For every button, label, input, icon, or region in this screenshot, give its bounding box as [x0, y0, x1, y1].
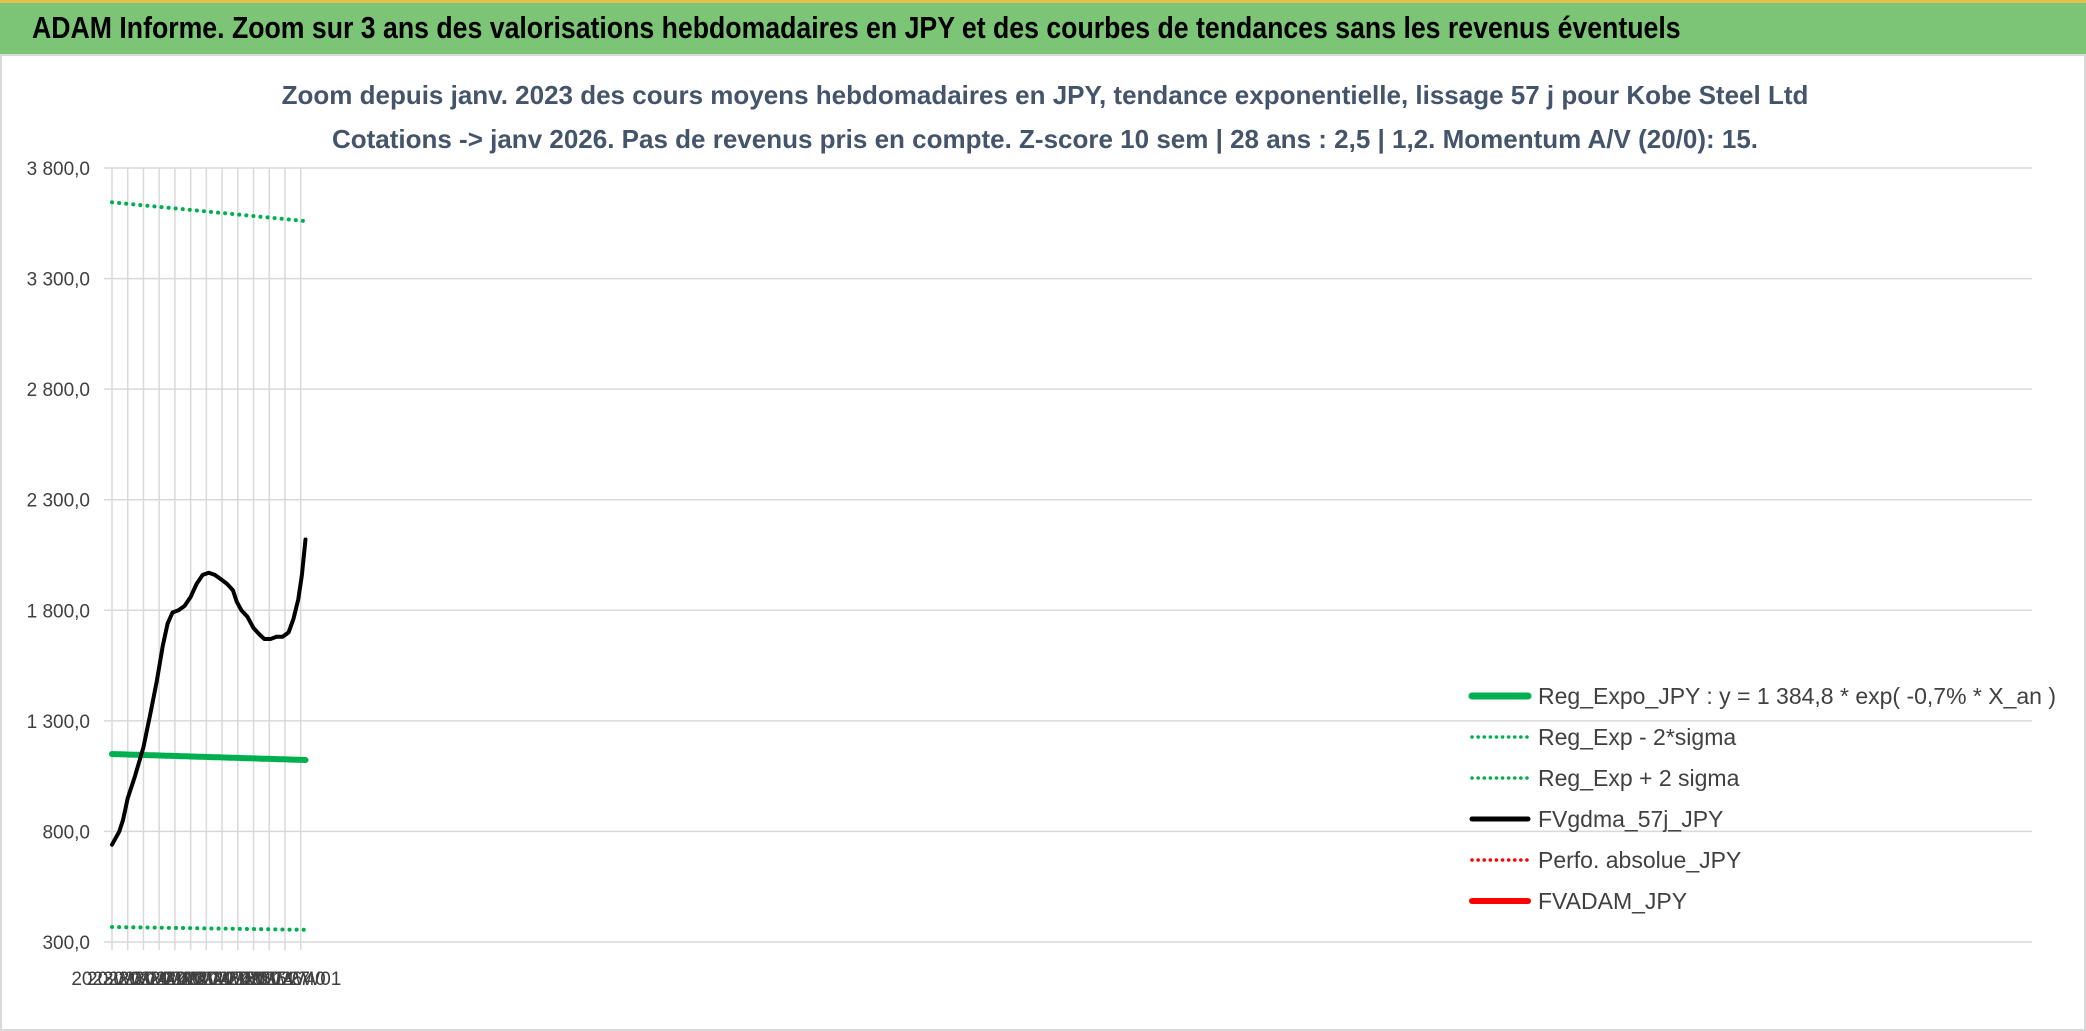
x-tick-label: 2024W01 [134, 969, 215, 990]
chart-title-line-1: Zoom depuis janv. 2023 des cours moyens … [282, 80, 1809, 110]
y-tick-label: 800,0 [42, 822, 90, 843]
legend-label: Reg_Exp + 2 sigma [1538, 765, 1740, 791]
x-tick-label: 2025W27 [229, 969, 310, 990]
y-tick-label: 3 800,0 [27, 159, 90, 180]
x-tick-label: 2024W14 [150, 969, 232, 990]
y-axis-ticks: 300,0 800,0 1 300,0 1 800,0 2 300,0 2 800,0 3 … [27, 159, 90, 954]
x-tick-label: 2025W40 [244, 969, 325, 990]
y-tick-label: 300,0 [42, 933, 90, 954]
series-line-0 [109, 751, 309, 763]
y-tick-label: 1 300,0 [27, 712, 90, 733]
y-tick-label: 2 800,0 [27, 380, 90, 401]
legend-label: FVADAM_JPY [1538, 888, 1687, 914]
gridlines [104, 167, 2032, 950]
legend-label: FVgdma_57j_JPY [1538, 806, 1723, 832]
legend: Reg_Expo_JPY : y = 1 384,8 * exp( -0,7% … [1468, 683, 2056, 914]
series-line-3 [110, 537, 308, 847]
header-banner: ADAM Informe. Zoom sur 3 ans des valoris… [0, 0, 2086, 54]
y-tick-label: 1 800,0 [27, 601, 90, 622]
y-tick-label: 3 300,0 [27, 270, 90, 291]
header-title: ADAM Informe. Zoom sur 3 ans des valoris… [32, 10, 1681, 45]
legend-label: Reg_Expo_JPY : y = 1 384,8 * exp( -0,7% … [1538, 683, 2056, 709]
x-tick-label: 2023W14 [87, 969, 169, 990]
chart-area: Zoom depuis janv. 2023 des cours moyens … [0, 54, 2086, 1031]
line-chart: Zoom depuis janv. 2023 des cours moyens … [27, 80, 2056, 990]
x-tick-label: 2024W27 [166, 969, 247, 990]
legend-label: Perfo. absolue_JPY [1538, 847, 1741, 873]
x-tick-label: 2023W40 [119, 969, 200, 990]
x-tick-label: 2025W01 [197, 969, 278, 990]
x-tick-label: 2026W01 [260, 969, 341, 990]
chart-title-line-2: Cotations -> janv 2026. Pas de revenus p… [332, 124, 1758, 154]
series-lines [109, 200, 309, 932]
legend-label: Reg_Exp - 2*sigma [1538, 724, 1736, 750]
y-tick-label: 2 300,0 [27, 491, 90, 512]
x-tick-label: 2025W14 [213, 969, 295, 990]
series-line-2 [110, 200, 308, 224]
x-tick-label: 2023W01 [71, 969, 152, 990]
x-axis-ticks: 2023W012023W142023W272023W402024W012024W… [71, 969, 341, 990]
series-line-1 [110, 925, 308, 932]
x-tick-label: 2024W40 [181, 969, 262, 990]
x-tick-label: 2023W27 [103, 969, 184, 990]
